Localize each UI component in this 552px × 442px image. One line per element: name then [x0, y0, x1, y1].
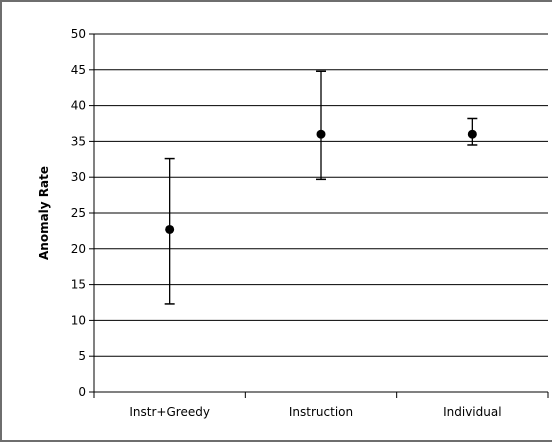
y-tick-label: 5: [78, 349, 86, 363]
y-tick-label: 35: [71, 134, 86, 148]
y-tick-label: 15: [71, 278, 86, 292]
x-tick-label: Instr+Greedy: [129, 405, 210, 419]
data-point: [316, 129, 326, 139]
y-tick-label: 40: [71, 99, 86, 113]
data-marks: [164, 70, 478, 305]
y-tick-label: 30: [71, 170, 86, 184]
y-tick-label: 0: [78, 385, 86, 399]
gridlines: [94, 33, 548, 357]
y-axis-ticks: 0 5 10 15 20 25 30 35 40 45 50: [71, 27, 94, 399]
y-tick-label: 25: [71, 206, 86, 220]
data-point: [467, 129, 477, 139]
x-tick-label: Individual: [443, 405, 501, 419]
x-axis-ticks: Instr+Greedy Instruction Individual: [93, 392, 549, 419]
y-tick-label: 45: [71, 63, 86, 77]
y-tick-label: 10: [71, 313, 86, 327]
data-point: [165, 224, 175, 234]
y-tick-label: 50: [71, 27, 86, 41]
x-tick-label: Instruction: [289, 405, 353, 419]
y-tick-label: 20: [71, 242, 86, 256]
y-axis-title: Anomaly Rate: [37, 166, 51, 260]
